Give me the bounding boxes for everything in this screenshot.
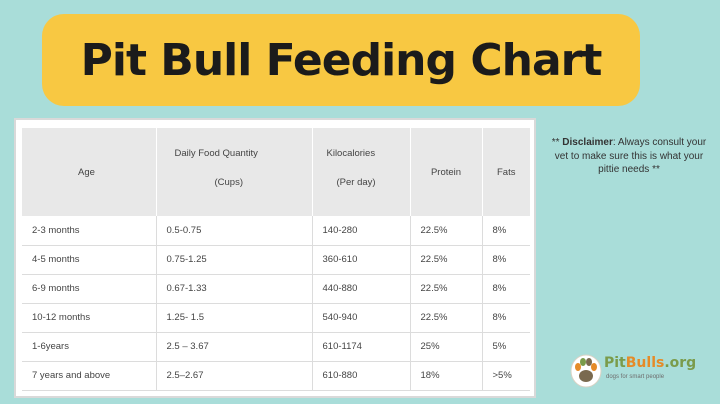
table-row: 4-5 months 0.75-1.25 360-610 22.5% 8% (22, 245, 530, 275)
cell-fats: 8% (482, 303, 530, 333)
cell-protein: 25% (410, 332, 483, 362)
logo-name-b: Bulls (625, 355, 665, 371)
cell-age: 10-12 months (22, 303, 157, 333)
logo-name-a: Pit (604, 355, 626, 371)
cell-protein: 22.5% (410, 274, 483, 304)
table-header-row: Age Daily Food Quantity (Cups) Kilocalor… (22, 128, 530, 216)
cell-food: 0.75-1.25 (156, 245, 313, 275)
feeding-table-card: Age Daily Food Quantity (Cups) Kilocalor… (14, 118, 536, 398)
cell-fats: 8% (482, 245, 530, 275)
cell-fats: 8% (482, 274, 530, 304)
cell-kcal: 610-1174 (312, 332, 411, 362)
header-food-unit: (Cups) (214, 177, 244, 188)
pitbulls-logo: PitBulls.org dogs for smart people (570, 352, 710, 392)
cell-age: 7 years and above (22, 361, 157, 391)
header-protein: Protein (410, 128, 483, 216)
table-row: 10-12 months 1.25- 1.5 540-940 22.5% 8% (22, 303, 530, 333)
disclaimer-prefix: ** (551, 137, 563, 148)
page-title: Pit Bull Feeding Chart (80, 34, 603, 86)
cell-food: 0.5-0.75 (156, 216, 313, 246)
cell-food: 2.5–2.67 (156, 361, 313, 391)
logo-name-c: .org (664, 355, 697, 371)
cell-kcal: 140-280 (312, 216, 411, 246)
paw-logo-icon (570, 354, 602, 388)
cell-kcal: 610-880 (312, 361, 411, 391)
disclaimer-label: Disclaimer (562, 137, 613, 148)
logo-tagline: dogs for smart people (606, 374, 665, 380)
cell-food: 0.67-1.33 (156, 274, 313, 304)
table-row: 1-6years 2.5 – 3.67 610-1174 25% 5% (22, 332, 530, 362)
cell-age: 2-3 months (22, 216, 157, 246)
title-banner: Pit Bull Feeding Chart (42, 14, 640, 106)
disclaimer-note: ** Disclaimer: Always consult your vet t… (548, 136, 710, 177)
cell-kcal: 360-610 (312, 245, 411, 275)
cell-kcal: 540-940 (312, 303, 411, 333)
header-fats: Fats (482, 128, 530, 216)
cell-age: 4-5 months (22, 245, 157, 275)
header-kcal-label: Kilocalories (326, 148, 376, 159)
cell-protein: 22.5% (410, 245, 483, 275)
header-food: Daily Food Quantity (Cups) (156, 128, 313, 216)
header-food-label: Daily Food Quantity (174, 148, 258, 159)
table-row: 7 years and above 2.5–2.67 610-880 18% >… (22, 361, 530, 391)
logo-wordmark: PitBulls.org (604, 355, 696, 371)
cell-age: 6-9 months (22, 274, 157, 304)
header-age: Age (22, 128, 157, 216)
cell-protein: 22.5% (410, 216, 483, 246)
header-kcal: Kilocalories (Per day) (312, 128, 411, 216)
cell-kcal: 440-880 (312, 274, 411, 304)
cell-fats: 5% (482, 332, 530, 362)
cell-protein: 18% (410, 361, 483, 391)
table-row: 2-3 months 0.5-0.75 140-280 22.5% 8% (22, 216, 530, 246)
feeding-table: Age Daily Food Quantity (Cups) Kilocalor… (22, 128, 530, 391)
cell-protein: 22.5% (410, 303, 483, 333)
cell-age: 1-6years (22, 332, 157, 362)
cell-fats: >5% (482, 361, 530, 391)
disclaimer-text: : Always consult your vet to make sure t… (554, 137, 707, 175)
header-kcal-unit: (Per day) (336, 177, 376, 188)
cell-fats: 8% (482, 216, 530, 246)
table-row: 6-9 months 0.67-1.33 440-880 22.5% 8% (22, 274, 530, 304)
cell-food: 2.5 – 3.67 (156, 332, 313, 362)
cell-food: 1.25- 1.5 (156, 303, 313, 333)
